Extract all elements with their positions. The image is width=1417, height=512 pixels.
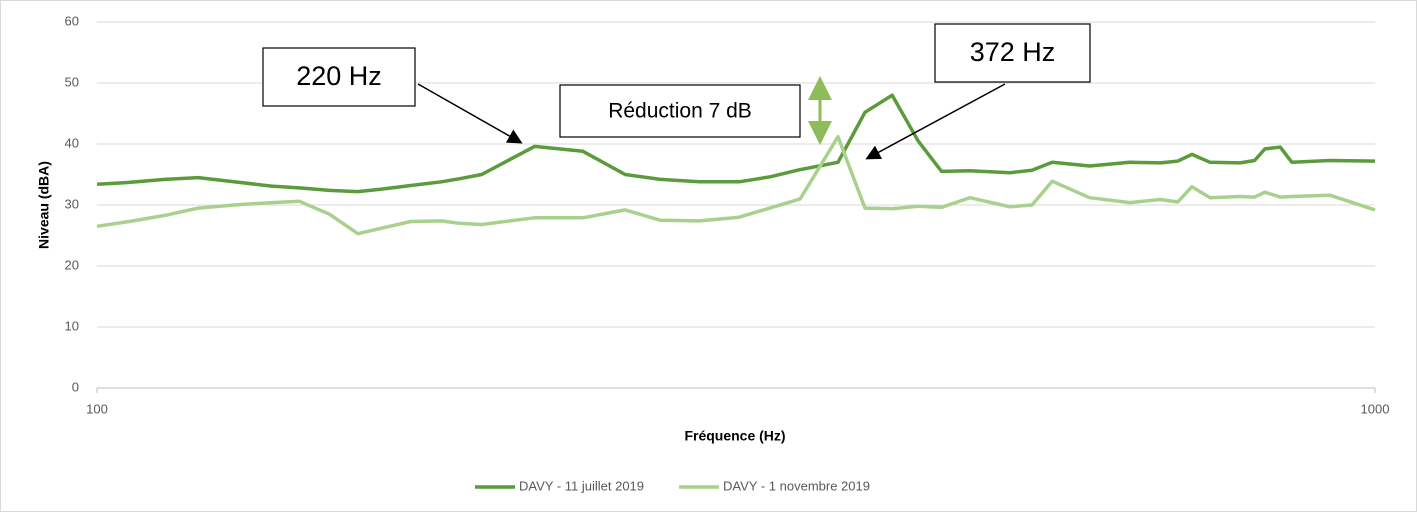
annotation-box [262, 47, 416, 107]
annotation-box [934, 23, 1091, 83]
annotation-arrow [417, 83, 523, 144]
y-tick-label: 0 [72, 379, 79, 394]
y-tick-label: 20 [65, 257, 79, 272]
legend-label: DAVY - 11 juillet 2019 [519, 478, 644, 493]
y-tick-label: 60 [65, 13, 79, 28]
annotation-text: Réduction 7 dB [608, 100, 752, 123]
y-tick-label: 30 [65, 196, 79, 211]
annotation-box [559, 84, 801, 138]
x-tick-label: 100 [86, 401, 108, 416]
x-axis-label: Fréquence (Hz) [684, 428, 785, 444]
legend-label: DAVY - 1 novembre 2019 [723, 478, 870, 493]
annotation-text: 372 Hz [970, 37, 1056, 67]
x-tick-label: 1000 [1361, 401, 1390, 416]
annotation-arrow [865, 83, 1006, 160]
y-axis-label: Niveau (dBA) [36, 161, 52, 249]
annotation-text: 220 Hz [296, 61, 382, 91]
y-tick-label: 50 [65, 74, 79, 89]
y-tick-label: 10 [65, 318, 79, 333]
y-tick-label: 40 [65, 135, 79, 150]
series-line [96, 134, 1376, 236]
